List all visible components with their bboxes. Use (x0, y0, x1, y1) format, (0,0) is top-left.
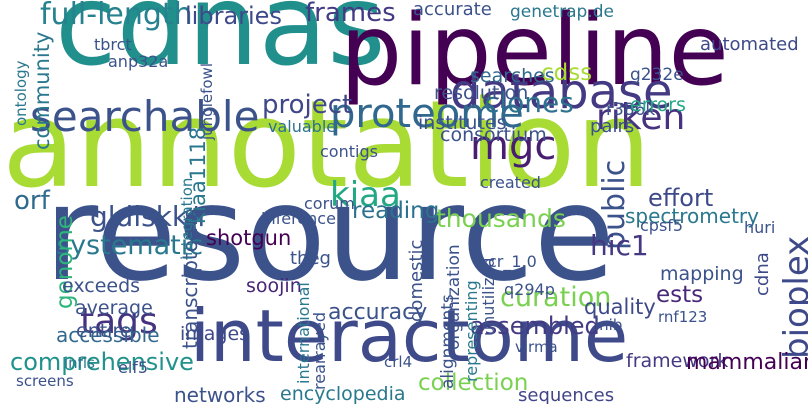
cloud-word: shotgun (206, 226, 292, 250)
cloud-word: mammalian (686, 350, 808, 375)
cloud-word: contigs (320, 142, 378, 161)
cloud-word: screens (16, 372, 74, 390)
cloud-word: soojin (246, 275, 302, 297)
cloud-word: kiaa (330, 175, 401, 215)
cloud-word: project (262, 90, 353, 120)
cloud-word: elf5 (118, 358, 149, 377)
cloud-word: clones (484, 86, 574, 119)
cloud-word: corum (304, 194, 355, 213)
cloud-word: systematic (56, 230, 204, 261)
cloud-word: crl4 (384, 353, 413, 371)
cloud-word: searchable (30, 92, 260, 141)
cloud-word: comprehensive (10, 348, 194, 376)
cloud-word: anp32a (108, 52, 169, 71)
cloud-word: cdnas (55, 0, 386, 91)
cloud-word: genetrap.de (510, 2, 615, 22)
cloud-word: assembled (470, 312, 600, 340)
cloud-word: proteome (330, 91, 524, 137)
cloud-word: resource (44, 157, 615, 311)
cloud-word: mgc (470, 123, 557, 169)
cloud-word: collection (418, 370, 529, 396)
cloud-word: virma (515, 338, 558, 356)
cloud-word: cr_1.0 (488, 252, 537, 271)
cloud-word: tbrct (94, 35, 132, 54)
cloud-word: organization (444, 244, 464, 350)
cloud-word: cdna (752, 252, 773, 296)
cloud-word: framework (626, 350, 729, 372)
cloud-word: accuracy (328, 300, 428, 325)
cloud-word: average (75, 297, 153, 319)
cloud-word: libraries (185, 2, 282, 30)
cloud-word: hic1 (590, 229, 649, 262)
cloud-word: cpsf5 (640, 216, 684, 235)
cloud-word: g232e (630, 65, 684, 85)
cloud-word: representing (462, 280, 481, 382)
cloud-word: gldlskk/r (90, 200, 210, 233)
cloud-word: inference (261, 209, 336, 228)
cloud-word: full-length (40, 0, 193, 32)
cloud-word: rearrayed (310, 311, 329, 390)
cloud-word: rnf123 (658, 308, 708, 326)
cloud-word: infls (64, 354, 95, 372)
cloud-word: pairs (590, 116, 635, 137)
cloud-word: riken (596, 97, 686, 138)
cloud-word: institutes (418, 112, 507, 134)
cloud-word: frames (305, 0, 396, 28)
cloud-word: accessible (56, 323, 160, 347)
cloud-word: q294p (504, 280, 555, 299)
cloud-word: errors (630, 94, 686, 116)
cloud-word: exceeds (62, 275, 141, 297)
cloud-word: junglefowl (198, 63, 216, 140)
cloud-word: networks (174, 383, 266, 404)
cloud-word: pipeline (340, 0, 729, 108)
cloud-word: searches (470, 65, 555, 87)
cloud-word: theg (290, 248, 331, 269)
cloud-word: entire (76, 320, 132, 342)
cloud-word: quality (584, 295, 656, 319)
cloud-word: accurate (413, 0, 492, 20)
cloud-word: cdss (541, 60, 593, 86)
cloud-word: resolution (434, 82, 529, 104)
cloud-word: thousands (436, 204, 566, 233)
cloud-word: integration (178, 177, 196, 260)
cloud-word: curation (500, 282, 612, 313)
cloud-word: inib (595, 316, 623, 334)
cloud-word: spectrometry (625, 204, 759, 228)
cloud-word: images (180, 323, 250, 345)
cloud-word: automated (700, 34, 799, 55)
cloud-word: mapping (660, 263, 744, 285)
cloud-word: ontology (12, 60, 30, 127)
cloud-word: domestic (406, 239, 427, 322)
cloud-word: valuable (268, 117, 337, 136)
cloud-word: effort (648, 184, 714, 212)
cloud-word: created (480, 173, 541, 192)
cloud-word: encyclopedia (280, 383, 406, 404)
cloud-word: huri (744, 218, 776, 237)
cloud-word: ests (656, 282, 704, 308)
cloud-word: r386k (606, 100, 656, 120)
cloud-word: community (30, 31, 54, 150)
cloud-word: orf (14, 186, 50, 216)
cloud-word: tags (80, 301, 158, 342)
cloud-word: annotation (2, 76, 652, 215)
cloud-word: interactome (190, 294, 629, 378)
cloud-word: reading (352, 198, 440, 224)
cloud-word: unutilized (479, 257, 498, 336)
cloud-word: database (450, 64, 673, 120)
cloud-word: sequences (518, 385, 615, 404)
cloud-word: consortium (440, 124, 547, 146)
cloud-word: bioplex (777, 235, 808, 359)
